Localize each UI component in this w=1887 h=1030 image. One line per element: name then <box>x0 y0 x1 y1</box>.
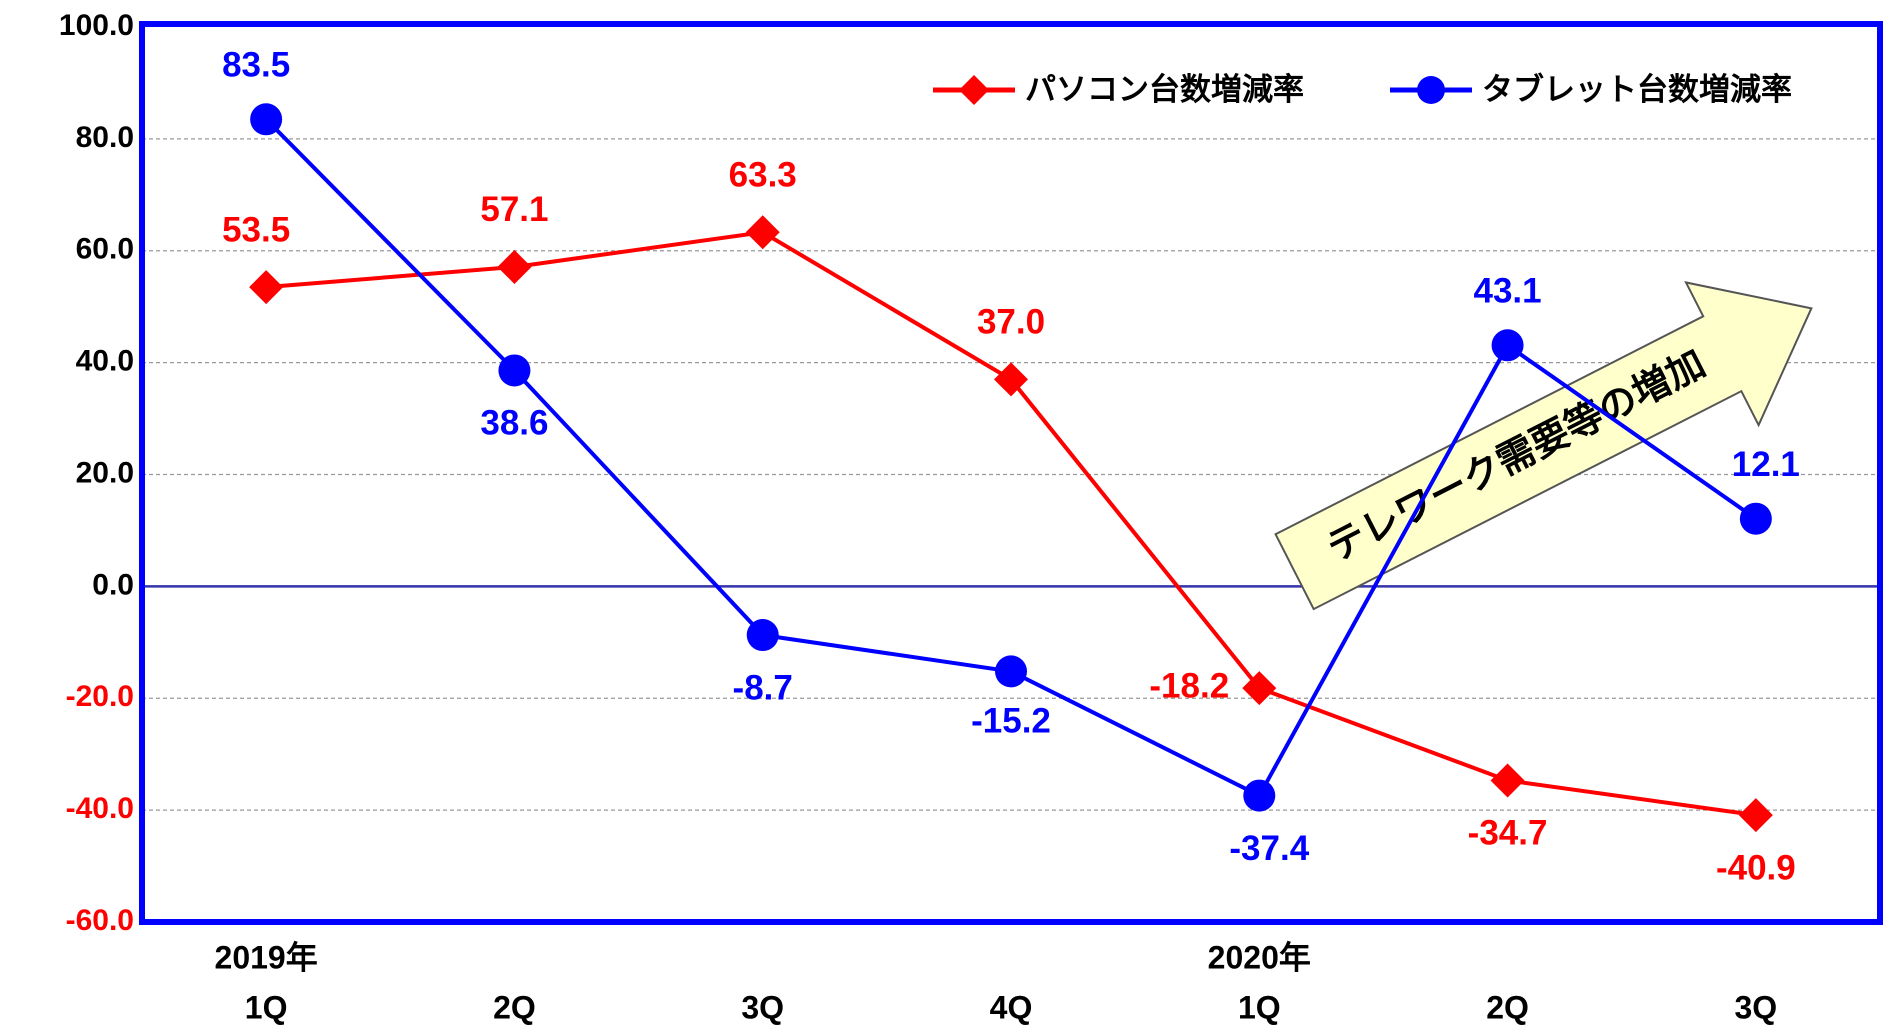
y-tick-label: 80.0 <box>76 121 134 154</box>
plot-border <box>139 21 1883 925</box>
annotation-arrow <box>1274 281 1813 611</box>
x-group-label: 2019年 <box>215 939 318 975</box>
marker <box>1491 329 1524 362</box>
marker <box>250 103 283 136</box>
x-tick-label: 2Q <box>493 989 536 1025</box>
x-tick-label: 2Q <box>1486 989 1529 1025</box>
data-label: 53.5 <box>222 210 290 249</box>
marker <box>498 354 531 387</box>
data-label: 43.1 <box>1474 272 1542 311</box>
marker <box>1243 779 1276 812</box>
y-tick-label: 60.0 <box>76 233 134 266</box>
x-group-label: 2020年 <box>1208 939 1311 975</box>
y-tick-label: -20.0 <box>66 680 134 713</box>
data-label: 83.5 <box>222 46 290 85</box>
legend-label: パソコン台数増減率 <box>1025 72 1304 107</box>
marker <box>1738 798 1773 833</box>
data-label: 38.6 <box>480 404 548 443</box>
data-label: 12.1 <box>1732 445 1800 484</box>
marker <box>1739 502 1772 535</box>
annotation-text: テレワーク需要等の増加 <box>1321 343 1713 570</box>
x-tick-label: 1Q <box>245 989 288 1025</box>
data-label: 37.0 <box>977 303 1045 342</box>
legend-marker <box>959 75 989 105</box>
marker <box>1490 763 1525 798</box>
x-tick-label: 3Q <box>1735 989 1778 1025</box>
marker <box>1242 671 1277 706</box>
marker <box>995 655 1027 688</box>
data-label: -40.9 <box>1716 848 1796 887</box>
marker <box>746 619 779 652</box>
marker <box>994 362 1028 397</box>
marker <box>497 249 532 284</box>
data-label: -37.4 <box>1229 829 1309 868</box>
data-label: -18.2 <box>1149 666 1229 705</box>
annotation: テレワーク需要等の増加 <box>1274 281 1813 611</box>
data-label: -8.7 <box>733 668 793 707</box>
marker <box>249 270 284 305</box>
marker <box>745 215 780 250</box>
x-tick-label: 3Q <box>741 989 784 1025</box>
y-tick-label: -60.0 <box>66 904 134 937</box>
legend-label: タブレット台数増減率 <box>1482 72 1792 107</box>
y-tick-label: 40.0 <box>76 345 134 378</box>
x-tick-label: 4Q <box>990 989 1033 1025</box>
data-label: -15.2 <box>971 702 1051 741</box>
data-label: 57.1 <box>480 190 548 229</box>
x-tick-label: 1Q <box>1238 989 1281 1025</box>
data-label: 63.3 <box>729 156 797 195</box>
y-tick-label: 20.0 <box>76 456 134 489</box>
y-tick-label: 100.0 <box>59 9 134 42</box>
legend-marker <box>1417 76 1445 104</box>
y-tick-label: -40.0 <box>66 792 134 825</box>
data-label: -34.7 <box>1468 814 1548 853</box>
y-tick-label: 0.0 <box>92 568 134 601</box>
